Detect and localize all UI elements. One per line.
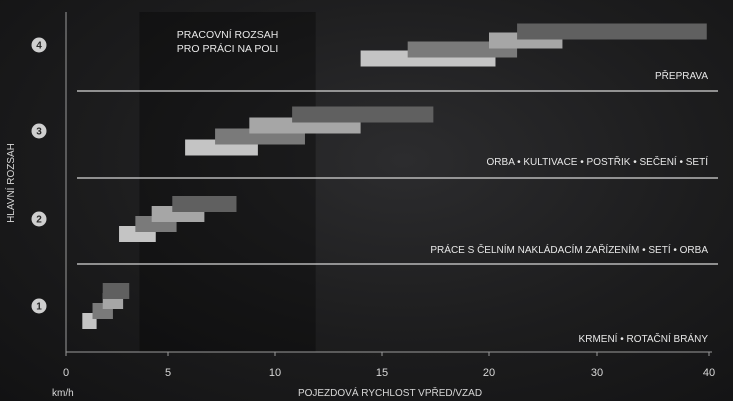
x-tick-label: 40: [703, 367, 715, 379]
x-unit-label: km/h: [52, 388, 74, 399]
range-number-2: 2: [36, 215, 42, 226]
range-number-1: 1: [36, 302, 42, 313]
range-number-4: 4: [36, 41, 42, 52]
x-tick-label: 30: [591, 367, 603, 379]
x-tick-label: 20: [483, 367, 495, 379]
band-label-range-4: PŘEPRAVA: [655, 69, 708, 82]
x-tick-label: 0: [63, 367, 69, 379]
x-tick-label: 15: [376, 367, 388, 379]
x-tick-label: 10: [269, 367, 281, 379]
working-range-label: PRO PRÁCI NA POLI: [177, 42, 279, 55]
range-number-3: 3: [36, 127, 42, 138]
gear-bar-range-1: [102, 283, 130, 299]
band-label-range-1: KRMENÍ • ROTAČNÍ BRÁNY: [579, 332, 709, 345]
range-marker-1: [31, 298, 47, 314]
range-marker-2: [31, 211, 47, 227]
range-marker-4: [31, 37, 47, 53]
band-label-range-2: PRÁCE S ČELNÍM NAKLÁDACÍM ZAŘÍZENÍM • SE…: [430, 243, 708, 256]
x-tick-label: 5: [165, 367, 171, 379]
gear-bar-range-2: [172, 196, 237, 212]
gear-bar-range-3: [292, 106, 434, 123]
y-axis-title: HLAVNÍ ROZSAH: [4, 143, 17, 223]
working-range-label: PRACOVNÍ ROZSAH: [177, 28, 279, 41]
range-marker-3: [31, 123, 47, 139]
band-label-range-3: ORBA • KULTIVACE • POSTŘIK • SEČENÍ • SE…: [487, 155, 709, 168]
gear-bar-range-4: [517, 23, 707, 40]
x-axis-title: POJEZDOVÁ RYCHLOST VPŘED/VZAD: [298, 386, 482, 399]
working-range-highlight: [139, 12, 316, 352]
